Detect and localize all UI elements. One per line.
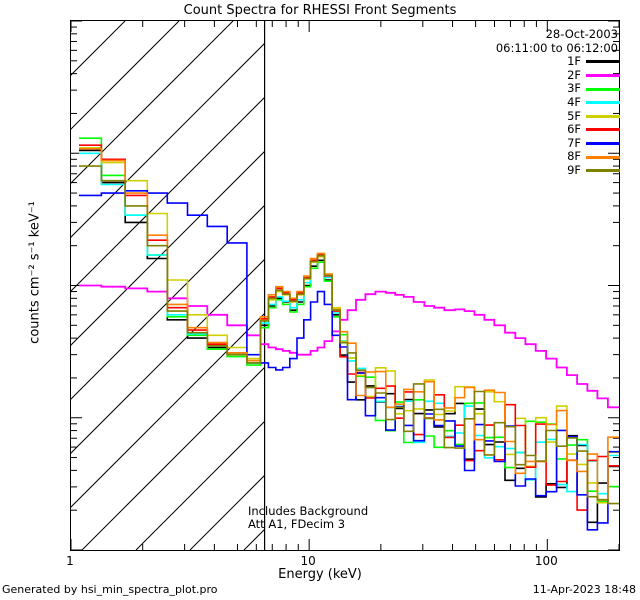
legend-entries: 1F 2F 3F 4F 5F 6F 7F 8F 9F [452,55,620,177]
series-line-7f [79,190,619,531]
x-axis-label: Energy (keV) [278,567,362,582]
series-line-5f [79,147,619,504]
legend-entry-1f[interactable]: 1F [452,55,620,69]
legend-entry-5f[interactable]: 5F [452,108,620,124]
x-tick-label-2: 100 [534,554,558,568]
legend-color-swatch [586,74,620,78]
legend-color-swatch [586,142,620,146]
plot-area [70,20,620,551]
legend-entry-8f[interactable]: 8F [452,150,620,164]
legend-entry-2f[interactable]: 2F [452,67,620,83]
series-line-9f [79,165,619,505]
x-tick-label-0: 1 [66,554,74,568]
legend-entry-6f[interactable]: 6F [452,123,620,137]
legend-entry-label: 3F [567,81,581,96]
footer-timestamp: 11-Apr-2023 18:48 [532,583,636,596]
annotation-block: Includes Background Att A1, FDecim 3 [248,505,368,530]
y-axis-label: counts cm⁻² s⁻¹ keV⁻¹ [27,201,43,344]
legend: 28-Oct-2003 06:11:00 to 06:12:00 1F 2F 3F 4… [452,27,620,178]
annotation-attenuator: Att A1, FDecim 3 [248,516,346,531]
legend-entry-label: 6F [567,122,581,137]
x-tick-label-1: 10 [300,554,316,568]
chart-title: Count Spectra for RHESSI Front Segments [183,3,457,18]
legend-entry-label: 7F [567,135,581,150]
legend-entry-label: 5F [567,108,581,123]
legend-entry-9f[interactable]: 9F [452,162,620,178]
legend-color-swatch [586,114,620,118]
legend-entry-4f[interactable]: 4F [452,94,620,110]
legend-color-swatch [586,169,620,173]
footer-generator: Generated by hsi_min_spectra_plot.pro [2,583,218,596]
legend-entry-3f[interactable]: 3F [452,82,620,96]
annotation-includes-background: Includes Background [248,504,369,518]
legend-color-swatch [586,155,620,159]
legend-color-swatch [586,101,620,105]
series-line-1f [79,149,619,524]
legend-color-swatch [586,60,620,64]
legend-entry-label: 8F [567,149,581,164]
legend-entry-label: 9F [567,162,581,177]
series-line-2f [79,284,619,409]
series-line-4f [79,152,619,495]
legend-date: 28-Oct-2003 [545,27,618,41]
legend-color-swatch [586,128,620,132]
legend-entry-label: 4F [567,94,581,109]
legend-entry-label: 1F [567,54,581,69]
legend-time-range: 06:11:00 to 06:12:00 [495,40,618,55]
legend-color-swatch [586,87,620,91]
legend-entry-7f[interactable]: 7F [452,135,620,151]
legend-entry-label: 2F [567,67,581,82]
plot-canvas [71,21,619,550]
series-line-6f [79,144,619,511]
